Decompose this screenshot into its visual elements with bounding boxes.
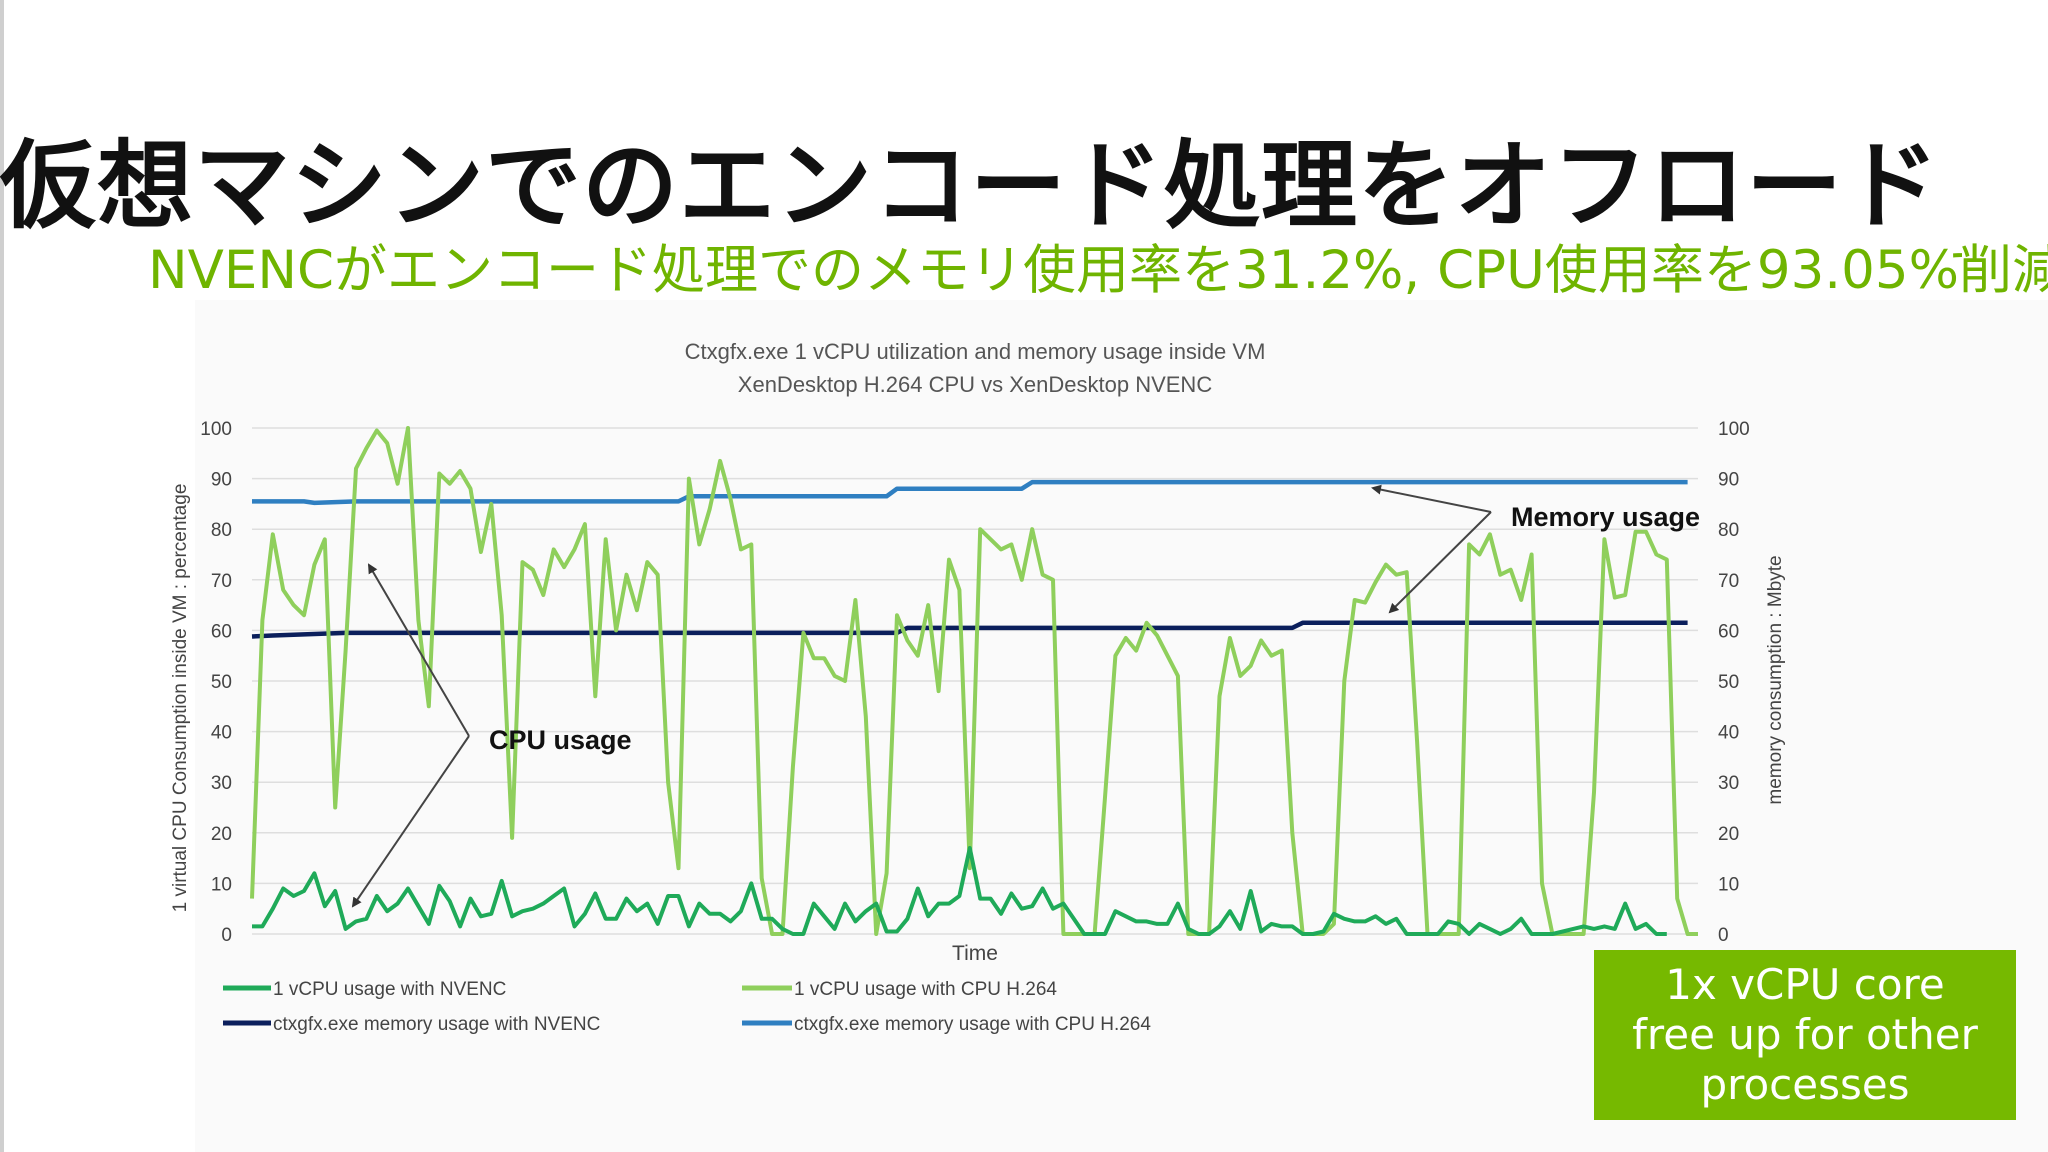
callout-box: 1x vCPU core free up for other processes bbox=[1594, 950, 2016, 1120]
memory-usage-annotation: Memory usage bbox=[1511, 502, 1700, 532]
y-tick-label: 0 bbox=[221, 925, 232, 946]
y2-tick-label: 70 bbox=[1718, 571, 1739, 592]
legend-label-h264-cpu: 1 vCPU usage with CPU H.264 bbox=[794, 979, 1057, 1000]
y2-tick-label: 50 bbox=[1718, 672, 1739, 693]
y-tick-label: 90 bbox=[211, 470, 232, 491]
y2-tick-label: 0 bbox=[1718, 925, 1729, 946]
cpu-annotation-arrow-lower bbox=[351, 735, 470, 908]
y2-tick-label: 100 bbox=[1718, 419, 1750, 440]
y2-axis-label: memory consumption : Mbyte bbox=[1765, 555, 1786, 804]
slide-left-border bbox=[0, 0, 4, 1152]
series-line-nvenc-cpu bbox=[252, 846, 1667, 936]
y-tick-label: 40 bbox=[211, 723, 232, 744]
slide-title: 仮想マシンでのエンコード処理をオフロード bbox=[0, 130, 1940, 242]
x-axis-label: Time bbox=[952, 942, 998, 965]
y-axis-label: 1 virtual CPU Consumption inside VM : pe… bbox=[170, 484, 191, 913]
y-tick-label: 70 bbox=[211, 571, 232, 592]
memory-annotation-arrow-upper bbox=[1371, 484, 1492, 513]
legend-label-nvenc-memory: ctxgfx.exe memory usage with NVENC bbox=[273, 1014, 600, 1035]
chart-subtitle: XenDesktop H.264 CPU vs XenDesktop NVENC bbox=[738, 372, 1213, 397]
y2-tick-label: 20 bbox=[1718, 824, 1739, 845]
callout-text: 1x vCPU core free up for other processes bbox=[1632, 960, 1978, 1109]
y2-tick-label: 60 bbox=[1718, 621, 1739, 642]
y-tick-label: 20 bbox=[211, 824, 232, 845]
legend-label-h264-memory: ctxgfx.exe memory usage with CPU H.264 bbox=[794, 1014, 1151, 1035]
legend-label-nvenc-cpu: 1 vCPU usage with NVENC bbox=[273, 979, 506, 1000]
y2-tick-label: 80 bbox=[1718, 520, 1739, 541]
series-line-h264-cpu bbox=[250, 426, 1698, 936]
y-tick-label: 30 bbox=[211, 773, 232, 794]
y2-tick-label: 90 bbox=[1718, 470, 1739, 491]
y-tick-label: 10 bbox=[211, 874, 232, 895]
y-tick-label: 100 bbox=[200, 419, 232, 440]
chart-title: Ctxgfx.exe 1 vCPU utilization and memory… bbox=[685, 339, 1266, 364]
y-tick-label: 80 bbox=[211, 520, 232, 541]
slide-subtitle: NVENCがエンコード処理でのメモリ使用率を31.2%, CPU使用率を93.0… bbox=[148, 240, 2048, 301]
y2-tick-label: 10 bbox=[1718, 874, 1739, 895]
series-line-nvenc-memory bbox=[251, 620, 1688, 639]
memory-annotation-arrow-lower bbox=[1388, 511, 1492, 614]
cpu-annotation-arrow-upper bbox=[367, 563, 470, 737]
y2-tick-label: 30 bbox=[1718, 773, 1739, 794]
y-tick-label: 60 bbox=[211, 621, 232, 642]
y-tick-label: 50 bbox=[211, 672, 232, 693]
y2-tick-label: 40 bbox=[1718, 723, 1739, 744]
cpu-usage-annotation: CPU usage bbox=[489, 725, 632, 755]
slide-subtitle-clipped-char: す bbox=[1948, 228, 1962, 304]
